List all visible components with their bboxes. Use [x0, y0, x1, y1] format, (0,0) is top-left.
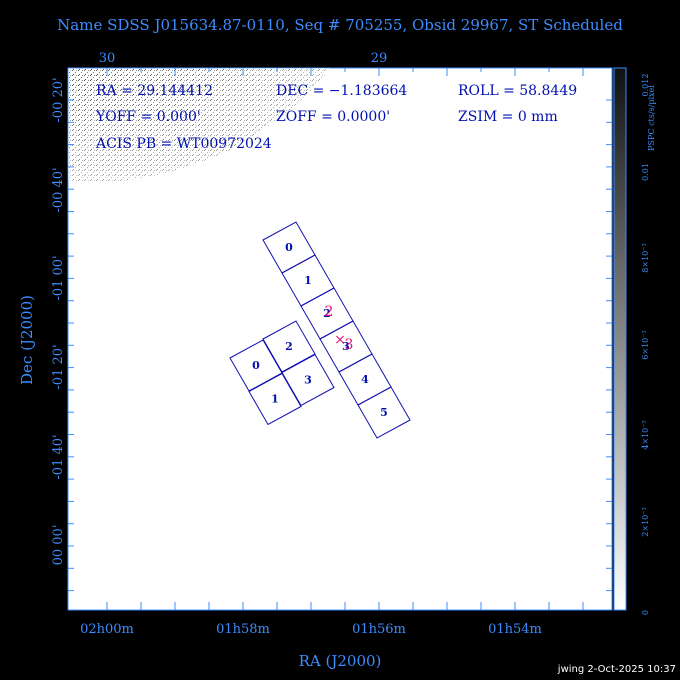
info-text: RA = 29.144412	[96, 83, 213, 99]
acis-i-chip-label: 0	[252, 359, 260, 372]
highlight-label: 2	[325, 304, 334, 320]
highlight-label: 3	[345, 337, 354, 353]
colorbar-tick-label: 0.01	[641, 163, 650, 181]
info-text: DEC = −1.183664	[276, 83, 407, 99]
left-tick-label: -00 20'	[51, 77, 66, 122]
bottom-tick-label: 02h00m	[80, 622, 134, 637]
left-tick-label: -01 00'	[51, 255, 66, 300]
info-text: ROLL = 58.8449	[458, 83, 577, 99]
info-text: YOFF = 0.000'	[95, 109, 201, 125]
left-tick-label: -01 20'	[51, 344, 66, 389]
acis-s-chip-label: 4	[361, 373, 369, 386]
pointing-mark: ×	[334, 332, 346, 348]
colorbar-tick-label: 8×10⁻³	[641, 243, 650, 272]
colorbar	[613, 67, 627, 611]
bottom-tick-label: 01h56m	[352, 622, 406, 637]
info-text: ACIS PB = WT00972024	[95, 136, 272, 152]
acis-s-chip-label: 1	[304, 274, 312, 287]
info-text: ZOFF = 0.0000'	[276, 109, 390, 125]
x-axis-label: RA (J2000)	[299, 652, 382, 670]
acis-s-chip	[357, 386, 411, 439]
bottom-tick-label: 01h58m	[216, 622, 270, 637]
left-tick-label: -01 40'	[51, 434, 66, 479]
bottom-tick-label: 01h54m	[488, 622, 542, 637]
sky-noise-fade	[68, 68, 330, 182]
acis-s-chip-label: 2	[323, 307, 331, 320]
colorbar-tick-label: 2×10⁻³	[641, 507, 650, 536]
left-tick-label: -00 40'	[51, 167, 66, 212]
colorbar-tick-label: 4×10⁻³	[641, 420, 650, 449]
top-tick-label: 30	[99, 51, 116, 66]
footer: jwing 2-Oct-2025 10:37	[557, 664, 676, 675]
acis-i-chip-label: 3	[304, 374, 312, 387]
colorbar-tick-label: 6×10⁻³	[641, 330, 650, 359]
left-tick-label: 00 00'	[51, 525, 66, 566]
colorbar-tick-label: 0	[641, 610, 650, 615]
y-axis-label: Dec (J2000)	[18, 295, 36, 385]
title: Name SDSS J015634.87-0110, Seq # 705255,…	[57, 16, 623, 34]
top-tick-label: 29	[371, 51, 388, 66]
colorbar-tick-label: 0.012	[641, 74, 650, 97]
info-text: ZSIM = 0 mm	[458, 109, 558, 125]
acis-i-chip	[248, 372, 302, 426]
acis-i-chip-label: 1	[271, 393, 279, 406]
colorbar-title: PSPC cts/s/pixel	[647, 85, 656, 151]
acis-s-chip-label: 0	[285, 241, 293, 254]
acis-i-chip	[281, 353, 335, 407]
acis-s-chip-label: 3	[342, 340, 350, 353]
acis-s-chip-label: 5	[380, 406, 388, 419]
acis-i-chip-label: 2	[285, 340, 293, 353]
